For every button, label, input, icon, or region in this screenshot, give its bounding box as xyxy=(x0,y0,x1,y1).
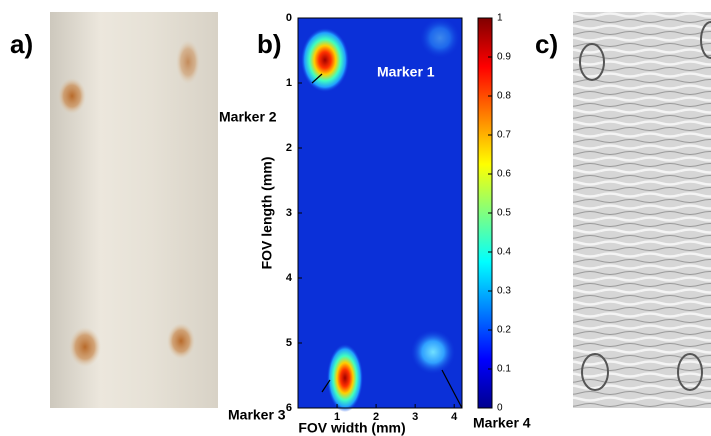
annotation: Marker 3 xyxy=(228,407,286,423)
rust-spot xyxy=(69,327,101,367)
cool-spot xyxy=(411,330,455,374)
panel-label: c) xyxy=(535,29,558,59)
x-axis-label: FOV width (mm) xyxy=(298,420,405,436)
hot-spot xyxy=(327,344,363,412)
colorbar-tick-label: 0.9 xyxy=(497,52,511,63)
colorbar-tick-label: 1 xyxy=(497,13,503,24)
y-tick-label: 6 xyxy=(286,402,292,414)
x-tick-label: 4 xyxy=(451,411,458,423)
colorbar-tick-label: 0.7 xyxy=(497,130,511,141)
colorbar-tick-label: 0.8 xyxy=(497,91,511,102)
y-axis-label: FOV length (mm) xyxy=(259,157,275,270)
figure: a) b) Marker 1 Marker 2 Marker 3 Marker … xyxy=(0,0,711,436)
colorbar-tick-label: 0.3 xyxy=(497,286,511,297)
y-tick-label: 3 xyxy=(286,207,292,219)
colorbar-tick-label: 0.2 xyxy=(497,325,511,336)
colorbar-tick-label: 0.1 xyxy=(497,364,511,375)
colorbar-tick-label: 0 xyxy=(497,403,503,414)
y-tick-label: 5 xyxy=(286,337,292,349)
rust-spot xyxy=(167,323,195,359)
panel-label: b) xyxy=(257,29,282,59)
colorbar-tick-label: 0.5 xyxy=(497,208,511,219)
panel-label: a) xyxy=(10,29,33,59)
micrograph xyxy=(573,12,711,408)
x-tick-label: 3 xyxy=(412,411,418,423)
annotation: Marker 4 xyxy=(473,415,531,431)
colorbar-tick-label: 0.6 xyxy=(497,169,511,180)
annotation: Marker 2 xyxy=(219,109,277,125)
x-tick-label: 2 xyxy=(373,411,379,423)
cool-spot xyxy=(420,18,460,58)
y-tick-label: 0 xyxy=(286,12,292,24)
colorbar-tick-label: 0.4 xyxy=(497,247,511,258)
hot-spot xyxy=(301,28,349,92)
y-tick-label: 2 xyxy=(286,142,292,154)
rust-spot xyxy=(58,78,86,114)
x-tick-label: 1 xyxy=(334,411,340,423)
rust-spot xyxy=(176,40,200,84)
y-tick-label: 1 xyxy=(286,77,292,89)
annotation: Marker 1 xyxy=(377,64,435,80)
y-tick-label: 4 xyxy=(286,272,293,284)
